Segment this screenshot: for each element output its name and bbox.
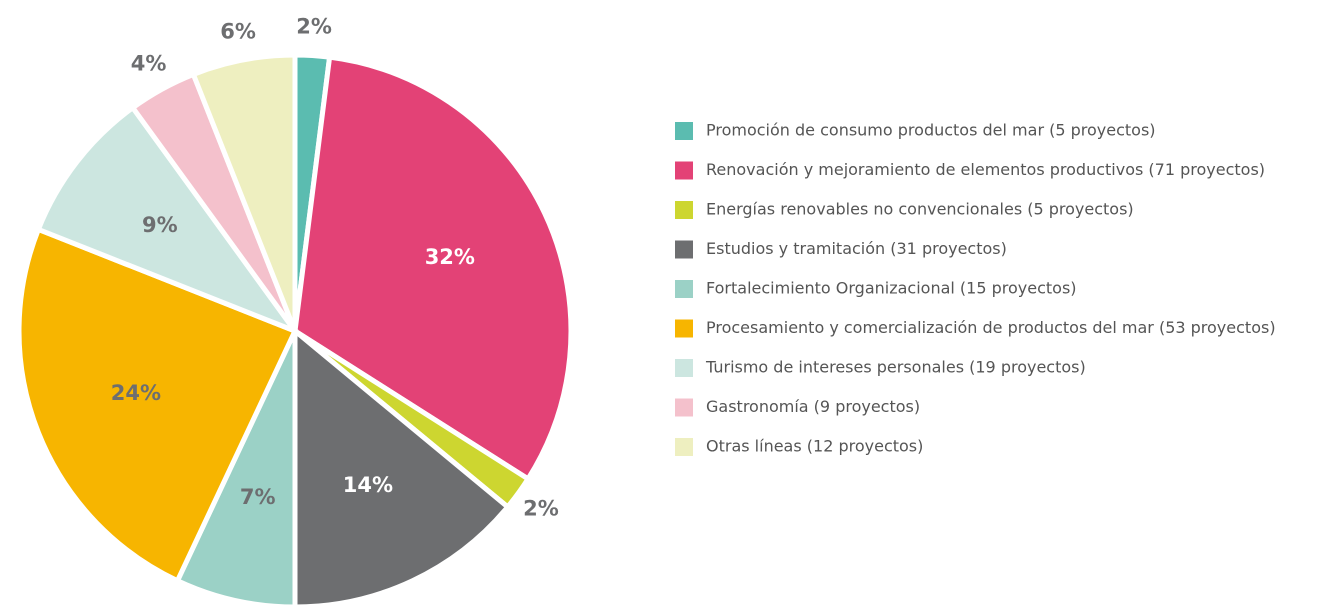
- legend-swatch: [675, 201, 693, 219]
- data-label: 9%: [142, 213, 178, 237]
- data-label: 14%: [343, 473, 393, 497]
- pie-slice: [292, 325, 512, 606]
- data-label: 2%: [523, 497, 559, 521]
- legend-swatch: [675, 122, 693, 140]
- legend-swatch: [675, 161, 693, 180]
- legend-label: Gastronomía (9 proyectos): [706, 397, 920, 416]
- legend-swatch: [675, 319, 693, 338]
- pie-slice: [35, 104, 303, 337]
- data-label: 6%: [220, 19, 256, 43]
- legend-swatch: [675, 359, 693, 377]
- legend-label: Estudios y tramitación (31 proyectos): [706, 239, 1007, 258]
- data-label: 7%: [240, 485, 276, 509]
- legend-swatch: [675, 280, 693, 298]
- legend-swatch: [675, 438, 693, 456]
- pie-slice: [16, 226, 299, 585]
- legend-swatch: [675, 240, 693, 259]
- pie-slice: [190, 52, 298, 332]
- legend-label: Energías renovables no convencionales (5…: [706, 200, 1134, 219]
- legend-label: Otras líneas (12 proyectos): [706, 437, 923, 456]
- data-label: 2%: [296, 15, 332, 39]
- legend-swatch: [675, 398, 693, 417]
- legend-label: Procesamiento y comercialización de prod…: [706, 318, 1276, 337]
- data-label: 4%: [131, 52, 167, 76]
- data-label: 32%: [425, 245, 475, 269]
- legend-label: Fortalecimiento Organizacional (15 proye…: [706, 279, 1077, 298]
- data-label: 24%: [111, 381, 161, 405]
- legend-label: Turismo de intereses personales (19 proy…: [705, 358, 1086, 377]
- legend-label: Renovación y mejoramiento de elementos p…: [706, 160, 1265, 179]
- legend-label: Promoción de consumo productos del mar (…: [706, 121, 1156, 140]
